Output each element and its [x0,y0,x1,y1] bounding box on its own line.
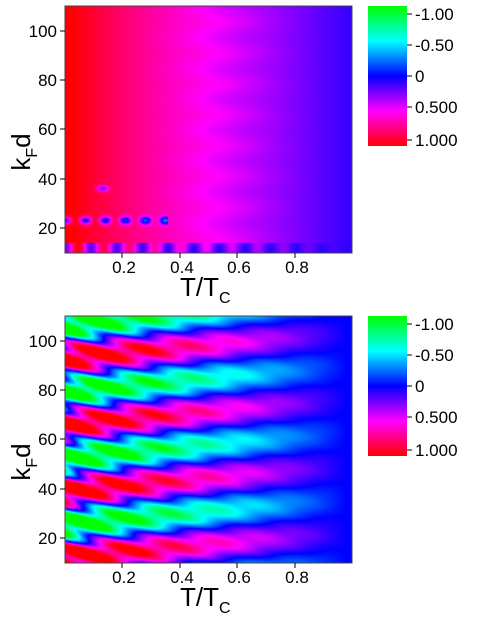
top-colorbar-label: 0.500 [415,98,458,117]
top-x-tick-label: 0.2 [112,258,136,277]
bottom-colorbar-label: 0.500 [415,408,458,427]
bottom-colorbar [368,316,407,456]
bottom-x-tick-label: 0.8 [285,568,309,587]
top-y-tick-label: 60 [38,120,57,139]
bottom-x-tick-label: 0.6 [227,568,251,587]
top-colorbar [368,6,407,146]
bottom-heatmap-holder [65,316,352,563]
bottom-y-tick-label: 20 [38,529,57,548]
top-y-tick-label: 100 [29,22,57,41]
top-x-tick-label: 0.4 [170,258,194,277]
top-y-ticks: 20 40 60 80 100 [29,22,65,238]
bottom-y-tick-label: 80 [38,381,57,400]
top-x-tick-label: 0.6 [227,258,251,277]
bottom-y-tick-label: 40 [38,480,57,499]
top-x-ticks: 0.2 0.4 0.6 0.8 [112,253,309,277]
bottom-y-tick-label: 100 [29,332,57,351]
top-colorbar-label: -1.00 [415,5,454,24]
top-y-tick-label: 40 [38,170,57,189]
bottom-x-axis-label: T/TC [180,582,231,617]
top-y-tick-label: 20 [38,219,57,238]
top-y-axis-label: kFd [6,133,41,170]
top-x-tick-label: 0.8 [285,258,309,277]
bottom-y-axis-label: kFd [6,443,41,480]
top-y-tick-label: 80 [38,71,57,90]
bottom-panel: 20 40 60 80 100 0.2 0.4 0.6 0.8 T/TC kFd [6,315,458,617]
bottom-colorbar-label: 1.000 [415,441,458,460]
bottom-x-tick-label: 0.4 [170,568,194,587]
top-colorbar-label: 0 [415,67,424,86]
top-colorbar-label: -0.50 [415,36,454,55]
bottom-x-ticks: 0.2 0.4 0.6 0.8 [112,563,309,587]
bottom-y-ticks: 20 40 60 80 100 [29,332,65,548]
bottom-heatmap [65,316,352,563]
bottom-colorbar-label: -0.50 [415,346,454,365]
top-colorbar-ticks: -1.00 -0.50 0 0.500 1.000 [407,5,458,150]
top-heatmap [65,6,352,253]
bottom-y-tick-label: 60 [38,430,57,449]
top-colorbar-label: 1.000 [415,131,458,150]
top-panel: 20 40 60 80 100 0.2 0.4 0.6 0.8 T/TC kFd [6,5,458,307]
bottom-x-tick-label: 0.2 [112,568,136,587]
bottom-colorbar-label: -1.00 [415,315,454,334]
top-x-axis-label: T/TC [180,272,231,307]
bottom-colorbar-ticks: -1.00 -0.50 0 0.500 1.000 [407,315,458,460]
top-heatmap-holder [65,6,352,253]
bottom-colorbar-label: 0 [415,377,424,396]
